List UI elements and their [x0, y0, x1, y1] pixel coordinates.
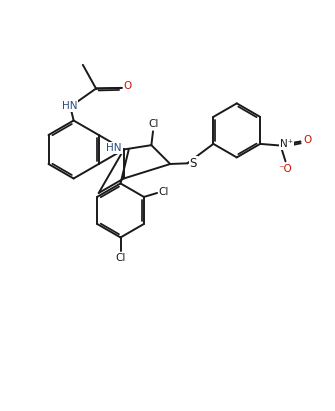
Text: Cl: Cl — [158, 187, 169, 196]
Text: Cl: Cl — [148, 119, 159, 129]
Text: N⁺: N⁺ — [279, 139, 293, 149]
Text: HN: HN — [62, 101, 77, 111]
Text: Cl: Cl — [115, 253, 126, 263]
Text: S: S — [190, 157, 197, 170]
Text: O: O — [124, 81, 132, 91]
Text: ⁻O: ⁻O — [278, 164, 292, 173]
Text: HN: HN — [106, 143, 122, 153]
Text: O: O — [304, 135, 312, 145]
